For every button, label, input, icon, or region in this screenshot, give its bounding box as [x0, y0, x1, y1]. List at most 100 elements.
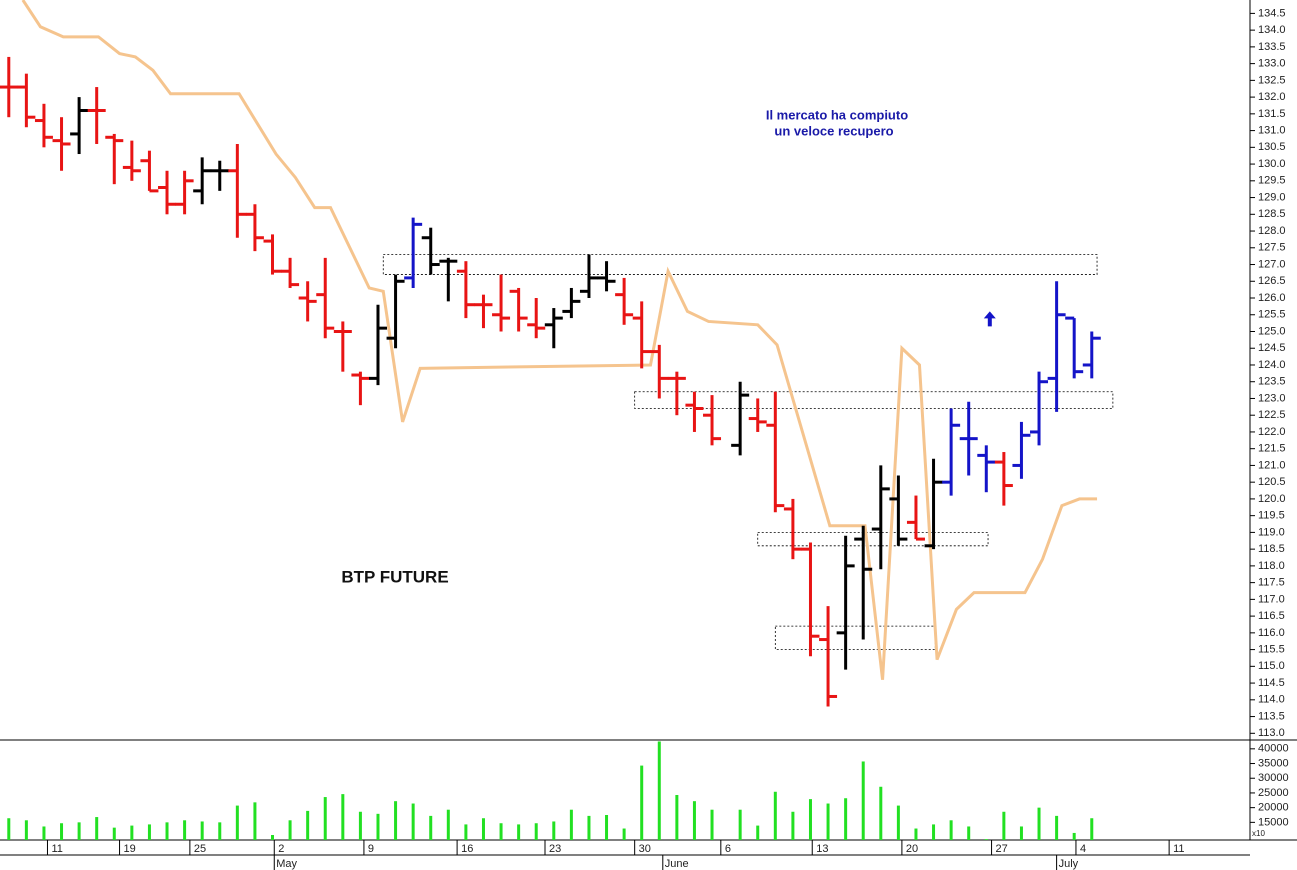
volume-bar — [253, 802, 257, 840]
volume-bar — [24, 820, 28, 840]
volume-bar — [710, 809, 714, 840]
volume-bar — [358, 811, 362, 840]
volume-bar — [949, 820, 953, 840]
month-label: June — [665, 858, 689, 870]
y-tick-label: 122.5 — [1258, 409, 1286, 421]
x-tick-label: 23 — [549, 843, 561, 855]
y-tick-label: 115.5 — [1258, 643, 1285, 655]
x-tick-label: 20 — [906, 843, 918, 855]
volume-bar — [675, 795, 679, 840]
y-tick-label: 118.0 — [1258, 560, 1285, 572]
month-label: July — [1059, 858, 1079, 870]
y-tick-label: 113.0 — [1258, 727, 1285, 739]
y-tick-label: 119.5 — [1258, 510, 1285, 522]
y-tick-label: 125.0 — [1258, 325, 1286, 337]
volume-bar — [376, 813, 380, 840]
volume-bar — [914, 828, 918, 840]
volume-bar — [271, 835, 275, 840]
y-tick-label: 115.0 — [1258, 660, 1285, 672]
y-tick-label: 128.0 — [1258, 225, 1286, 237]
chart-title: BTP FUTURE — [341, 567, 448, 586]
y-tick-label: 35000 — [1258, 757, 1289, 769]
volume-bar — [1090, 818, 1094, 840]
x-tick-label: 30 — [639, 843, 651, 855]
volume-bar — [77, 822, 81, 840]
volume-bar — [218, 822, 222, 840]
y-tick-label: 129.0 — [1258, 191, 1286, 203]
y-tick-label: 133.0 — [1258, 58, 1286, 70]
y-tick-label: 25000 — [1258, 787, 1289, 799]
volume-bar — [984, 839, 988, 840]
y-tick-label: 15000 — [1258, 816, 1289, 828]
y-tick-label: 124.0 — [1258, 359, 1286, 371]
volume-bar — [967, 826, 971, 840]
volume-bar — [42, 826, 46, 840]
y-tick-label: 114.5 — [1258, 677, 1285, 689]
y-tick-label: 120.5 — [1258, 476, 1286, 488]
x-tick-label: 13 — [816, 843, 828, 855]
volume-bar — [605, 815, 609, 840]
y-tick-label: 133.5 — [1258, 41, 1286, 53]
volume-bar — [879, 786, 883, 840]
volume-bar — [7, 818, 11, 840]
y-tick-label: 127.5 — [1258, 242, 1286, 254]
volume-bar — [587, 815, 591, 840]
volume-bar — [235, 805, 239, 840]
volume-bar — [499, 823, 503, 840]
y-tick-label: 124.5 — [1258, 342, 1286, 354]
volume-bar — [481, 818, 485, 840]
volume-bar — [1019, 826, 1023, 840]
volume-bar — [808, 799, 812, 840]
y-tick-label: 132.0 — [1258, 91, 1286, 103]
volume-bar — [552, 821, 556, 840]
volume-bar — [569, 809, 573, 840]
annotation: Il mercato ha compiuto — [766, 107, 908, 122]
zone — [757, 531, 989, 547]
y-tick-label: 128.5 — [1258, 208, 1286, 220]
y-tick-label: 127.0 — [1258, 258, 1286, 270]
y-tick-label: 126.0 — [1258, 292, 1286, 304]
y-tick-label: 131.0 — [1258, 124, 1286, 136]
x-tick-label: 11 — [1173, 843, 1184, 855]
y-tick-label: 113.5 — [1258, 710, 1285, 722]
volume-bar — [517, 824, 521, 840]
zone — [634, 391, 1114, 409]
y-tick-label: 117.5 — [1258, 577, 1285, 589]
volume-bar — [112, 827, 116, 840]
y-tick-label: 30000 — [1258, 772, 1289, 784]
axis-note: x10 — [1252, 829, 1265, 838]
y-tick-label: 121.5 — [1258, 443, 1286, 455]
x-tick-label: 25 — [194, 843, 206, 855]
volume-bar — [640, 765, 644, 840]
y-tick-label: 119.0 — [1258, 526, 1285, 538]
x-tick-label: 4 — [1080, 843, 1086, 855]
y-tick-label: 132.5 — [1258, 74, 1286, 86]
volume-bar — [464, 824, 468, 840]
volume-bar — [756, 825, 760, 840]
volume-bar — [692, 801, 696, 840]
volume-bar — [773, 791, 777, 840]
volume-bar — [341, 794, 345, 840]
y-tick-label: 114.0 — [1258, 694, 1285, 706]
volume-bar — [791, 811, 795, 840]
volume-bar — [861, 761, 865, 840]
volume-bar — [165, 822, 169, 840]
y-tick-label: 116.0 — [1258, 627, 1285, 639]
y-tick-label: 129.5 — [1258, 175, 1286, 187]
volume-bar — [446, 809, 450, 840]
volume-bar — [622, 828, 626, 840]
volume-bar — [1055, 815, 1059, 840]
y-tick-label: 125.5 — [1258, 309, 1286, 321]
volume-bar — [534, 823, 538, 840]
x-tick-label: 19 — [124, 843, 136, 855]
y-tick-label: 20000 — [1258, 802, 1289, 814]
volume-bar — [306, 810, 310, 840]
volume-bar — [896, 805, 900, 840]
volume-bar — [95, 817, 99, 840]
x-tick-label: 9 — [368, 843, 374, 855]
y-tick-label: 123.5 — [1258, 376, 1286, 388]
y-tick-label: 116.5 — [1258, 610, 1285, 622]
volume-bar — [844, 798, 848, 840]
